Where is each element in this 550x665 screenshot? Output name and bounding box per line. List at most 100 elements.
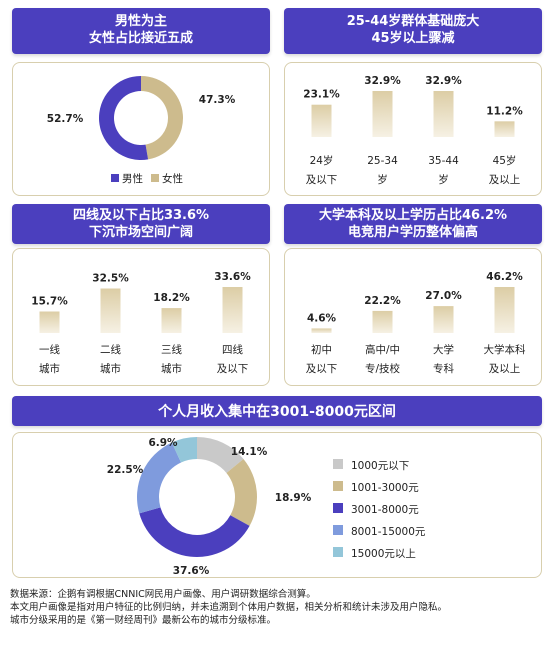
city-value-label-1: 32.5% xyxy=(92,273,129,285)
age-category-label-3-0: 45岁 xyxy=(493,154,517,167)
city-title-line1: 四线及以下占比33.6% xyxy=(72,208,210,223)
city-category-label-1-0: 二线 xyxy=(100,343,121,356)
edu-category-label-0-0: 初中 xyxy=(311,343,332,356)
age-bar-0 xyxy=(311,104,332,137)
age-card: 23.1% 24岁及以下 32.9% 25-34 岁 32.9% 35-44 岁 11.2% 45… xyxy=(284,62,542,196)
age-value-label-2: 32.9% xyxy=(425,75,462,87)
footnotes: 数据来源：企鹅有调根据CNNIC网民用户画像、用户调研数据综合测算。 本文用户画… xyxy=(10,588,540,627)
gender-value-label-1: 47.3% xyxy=(199,94,236,106)
city-title-line2: 下沉市场空间广阔 xyxy=(88,225,193,240)
edu-value-label-2: 27.0% xyxy=(425,290,462,302)
age-value-label-3: 11.2% xyxy=(486,105,523,117)
edu-category-label-3-1: 及以上 xyxy=(489,363,521,375)
edu-category-label-3-0: 大学本科 xyxy=(484,343,526,356)
edu-category-label-0-1: 及以下 xyxy=(306,363,338,375)
gender-legend-swatch-0 xyxy=(111,174,119,182)
income-value-label-1: 18.9% xyxy=(275,492,312,504)
income-legend-swatch-4 xyxy=(333,547,343,557)
edu-title-line2: 电竞用户学历整体偏高 xyxy=(347,225,478,240)
age-category-label-0-0: 24岁 xyxy=(310,154,334,167)
age-title-line2: 45岁以上骤减 xyxy=(371,31,455,46)
city-bar-2 xyxy=(161,308,182,333)
gender-value-label-0: 52.7% xyxy=(47,113,84,125)
income-legend-swatch-1 xyxy=(333,481,343,491)
age-category-label-2-0: 35-44 xyxy=(428,155,459,167)
city-card: 15.7% 一线城市 32.5% 二线城市 18.2% 三线城市 33.6% 四线及以下 xyxy=(12,248,270,386)
age-bar-2 xyxy=(433,91,454,137)
edu-bar-2 xyxy=(433,306,454,333)
edu-category-label-2-0: 大学 xyxy=(433,343,454,356)
city-bar-0 xyxy=(39,311,60,333)
gender-header: 男性为主 女性占比接近五成 xyxy=(12,8,270,54)
income-legend-swatch-2 xyxy=(333,503,343,513)
city-bar-3 xyxy=(222,287,243,333)
age-category-label-3-1: 及以上 xyxy=(489,174,521,186)
city-category-label-2-1: 城市 xyxy=(161,362,182,375)
edu-bar-3 xyxy=(494,287,515,333)
age-category-label-1-1: 岁 xyxy=(377,173,388,186)
footnote-source: 数据来源：企鹅有调根据CNNIC网民用户画像、用户调研数据综合测算。 xyxy=(10,589,316,600)
income-legend-label-1: 1001-3000元 xyxy=(351,482,419,494)
income-legend-label-3: 8001-15000元 xyxy=(351,526,426,538)
income-legend-label-2: 3001-8000元 xyxy=(351,504,419,516)
city-category-label-0-1: 城市 xyxy=(39,362,60,375)
city-value-label-3: 33.6% xyxy=(214,271,251,283)
edu-value-label-3: 46.2% xyxy=(486,271,523,283)
income-slice-4 xyxy=(171,437,197,463)
footnote-city-tier: 城市分级采用的是《第一财经周刊》最新公布的城市分级标准。 xyxy=(10,615,277,626)
edu-value-label-0: 4.6% xyxy=(307,312,337,324)
income-legend-label-0: 1000元以下 xyxy=(351,460,409,472)
city-value-label-0: 15.7% xyxy=(31,296,68,308)
city-category-label-3-0: 四线 xyxy=(222,343,243,356)
age-category-label-1-0: 25-34 xyxy=(367,155,398,167)
city-category-label-1-1: 城市 xyxy=(100,362,121,375)
income-donut-chart: 14.1% 18.9% 37.6% 22.5% 6.9% 1000元以下 1001-3000… xyxy=(107,437,426,577)
age-bar-3 xyxy=(494,121,515,137)
age-category-label-0-1: 及以下 xyxy=(306,174,338,186)
edu-card: 4.6% 初中 及以下 22.2% 高中/中 专/技校 27.0% 大学 专科 46.2% 大学本科… xyxy=(284,248,542,386)
gender-title-line1: 男性为主 xyxy=(114,14,167,29)
city-category-label-3-1: 及以下 xyxy=(217,363,249,375)
age-category-label-2-1: 岁 xyxy=(438,173,449,186)
age-value-label-1: 32.9% xyxy=(364,75,401,87)
income-legend-label-4: 15000元以上 xyxy=(351,548,416,560)
gender-legend-label-1: 女性 xyxy=(162,172,183,185)
edu-value-label-1: 22.2% xyxy=(364,295,401,307)
footnote-privacy: 本文用户画像是指对用户特征的比例归纳，并未追溯到个体用户数据，相关分析和统计未涉… xyxy=(10,602,448,613)
income-legend-swatch-3 xyxy=(333,525,343,535)
income-value-label-0: 14.1% xyxy=(231,446,268,458)
gender-card: 52.7% 47.3% 男性 女性 xyxy=(12,62,270,196)
income-value-label-4: 6.9% xyxy=(148,437,178,449)
gender-title-line2: 女性占比接近五成 xyxy=(88,31,193,46)
age-value-label-0: 23.1% xyxy=(303,89,340,101)
gender-slice-0 xyxy=(99,76,149,160)
income-value-label-2: 37.6% xyxy=(173,565,210,577)
edu-category-label-2-1: 专科 xyxy=(433,362,454,375)
income-slice-3 xyxy=(137,442,182,514)
age-header: 25-44岁群体基础庞大 45岁以上骤减 xyxy=(284,8,542,54)
city-value-label-2: 18.2% xyxy=(153,292,190,304)
gender-slice-1 xyxy=(141,76,184,160)
city-category-label-2-0: 三线 xyxy=(161,343,182,356)
income-title: 个人月收入集中在3001-8000元区间 xyxy=(158,404,396,420)
age-title-line1: 25-44岁群体基础庞大 xyxy=(346,14,480,29)
edu-category-label-1-0: 高中/中 xyxy=(365,343,400,356)
edu-bar-1 xyxy=(372,310,393,333)
income-legend-swatch-0 xyxy=(333,459,343,469)
city-header: 四线及以下占比33.6% 下沉市场空间广阔 xyxy=(12,204,270,244)
city-bar-1 xyxy=(100,288,121,333)
gender-legend-swatch-1 xyxy=(151,174,159,182)
gender-donut-chart: 52.7% 47.3% 男性 女性 xyxy=(47,76,236,185)
income-slice-0 xyxy=(197,437,244,473)
age-bar-1 xyxy=(372,91,393,137)
income-card: 14.1% 18.9% 37.6% 22.5% 6.9% 1000元以下 1001-3000… xyxy=(12,432,542,578)
income-slice-2 xyxy=(139,507,250,557)
income-header: 个人月收入集中在3001-8000元区间 xyxy=(12,396,542,426)
city-category-label-0-0: 一线 xyxy=(39,343,60,356)
income-slice-1 xyxy=(226,459,257,526)
edu-title-line1: 大学本科及以上学历占比46.2% xyxy=(318,208,508,223)
income-value-label-3: 22.5% xyxy=(107,464,144,476)
